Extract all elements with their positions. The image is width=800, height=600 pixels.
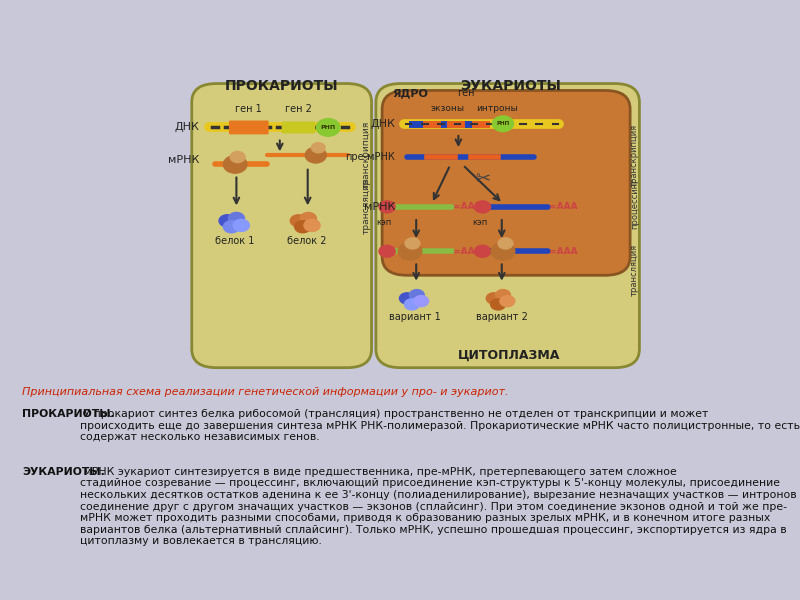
Circle shape bbox=[223, 221, 239, 233]
Circle shape bbox=[304, 220, 320, 232]
Text: ✂: ✂ bbox=[475, 170, 490, 188]
Text: мРНК: мРНК bbox=[168, 155, 199, 165]
Text: Принципиальная схема реализации генетической информации у про- и эукариот.: Принципиальная схема реализации генетиче… bbox=[22, 387, 509, 397]
Circle shape bbox=[234, 220, 250, 232]
Circle shape bbox=[228, 212, 245, 224]
Circle shape bbox=[490, 299, 506, 310]
Circle shape bbox=[399, 293, 414, 304]
Text: экзоны: экзоны bbox=[430, 104, 464, 113]
Text: мРНК эукариот синтезируется в виде предшественника, пре-мРНК, претерпевающего за: мРНК эукариот синтезируется в виде предш… bbox=[80, 467, 800, 547]
FancyBboxPatch shape bbox=[282, 121, 315, 133]
Circle shape bbox=[410, 290, 424, 301]
Text: пре-мРНК: пре-мРНК bbox=[346, 152, 395, 163]
Text: кэп: кэп bbox=[376, 218, 391, 227]
FancyBboxPatch shape bbox=[376, 83, 639, 368]
Text: процессинг: процессинг bbox=[630, 178, 639, 229]
Circle shape bbox=[306, 148, 326, 163]
FancyBboxPatch shape bbox=[229, 121, 269, 134]
Text: кэп: кэп bbox=[472, 218, 487, 227]
Circle shape bbox=[379, 201, 395, 213]
Text: РНП: РНП bbox=[496, 121, 510, 126]
Text: =ААА: =ААА bbox=[550, 202, 578, 211]
Text: У прокариот синтез белка рибосомой (трансляция) пространственно не отделен от тр: У прокариот синтез белка рибосомой (тран… bbox=[80, 409, 800, 442]
Text: =ААА: =ААА bbox=[454, 247, 482, 256]
Circle shape bbox=[219, 215, 235, 227]
Circle shape bbox=[414, 296, 429, 307]
Text: вариант 2: вариант 2 bbox=[476, 312, 528, 322]
Circle shape bbox=[405, 238, 420, 249]
FancyBboxPatch shape bbox=[382, 91, 630, 275]
Circle shape bbox=[474, 245, 490, 257]
Text: =ААА: =ААА bbox=[550, 247, 578, 256]
Circle shape bbox=[294, 221, 310, 233]
Text: белок 2: белок 2 bbox=[287, 236, 327, 245]
Circle shape bbox=[486, 293, 501, 304]
Text: ЯДРО: ЯДРО bbox=[393, 88, 429, 98]
Text: ДНК: ДНК bbox=[370, 119, 395, 129]
Text: транскрипция: транскрипция bbox=[630, 124, 639, 187]
Circle shape bbox=[300, 212, 316, 224]
Circle shape bbox=[379, 245, 395, 257]
Text: трансляция: трансляция bbox=[630, 244, 639, 296]
Circle shape bbox=[491, 242, 514, 260]
Text: ПРОКАРИОТЫ: ПРОКАРИОТЫ bbox=[225, 79, 338, 93]
Text: трансляция: трансляция bbox=[362, 178, 371, 234]
Text: ген 1: ген 1 bbox=[235, 104, 262, 113]
Text: ЦИТОПЛАЗМА: ЦИТОПЛАЗМА bbox=[458, 349, 560, 362]
Circle shape bbox=[223, 155, 247, 173]
Circle shape bbox=[474, 201, 490, 213]
Text: транскрипция: транскрипция bbox=[362, 121, 371, 189]
Circle shape bbox=[316, 119, 340, 136]
Text: мРНК: мРНК bbox=[364, 202, 395, 212]
Text: ген 2: ген 2 bbox=[285, 104, 312, 113]
Circle shape bbox=[493, 116, 514, 131]
Text: белок 1: белок 1 bbox=[215, 236, 255, 245]
Text: ген: ген bbox=[457, 88, 474, 98]
Text: ПРОКАРИОТЫ.: ПРОКАРИОТЫ. bbox=[22, 409, 115, 419]
Circle shape bbox=[500, 296, 514, 307]
FancyBboxPatch shape bbox=[192, 83, 371, 368]
Circle shape bbox=[495, 290, 510, 301]
Circle shape bbox=[230, 151, 245, 163]
Circle shape bbox=[311, 143, 325, 153]
Text: РНП: РНП bbox=[321, 125, 336, 130]
Text: =ААА: =ААА bbox=[454, 202, 482, 211]
Circle shape bbox=[290, 215, 306, 227]
Circle shape bbox=[405, 299, 419, 310]
Text: вариант 1: вариант 1 bbox=[389, 312, 441, 322]
Circle shape bbox=[498, 238, 513, 249]
Text: интроны: интроны bbox=[476, 104, 518, 113]
Circle shape bbox=[398, 242, 422, 260]
Text: ЭУКАРИОТЫ: ЭУКАРИОТЫ bbox=[461, 79, 562, 93]
Text: ДНК: ДНК bbox=[174, 122, 199, 133]
Text: ЭУКАРИОТЫ.: ЭУКАРИОТЫ. bbox=[22, 467, 106, 477]
